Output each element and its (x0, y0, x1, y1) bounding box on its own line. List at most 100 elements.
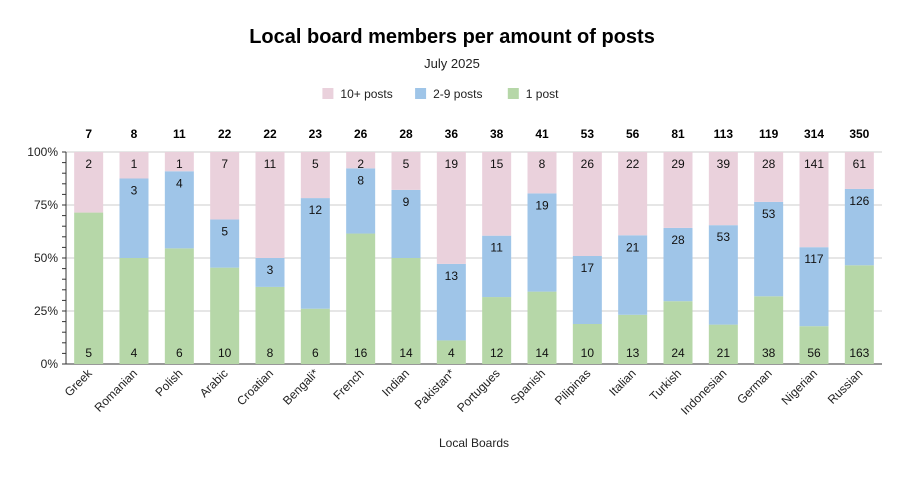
segment-value-label: 53 (717, 230, 731, 244)
bar-segment (300, 308, 330, 364)
segment-value-label: 11 (264, 157, 277, 171)
bar-segment (799, 152, 829, 248)
bar-segment (391, 189, 421, 258)
bar-segment (572, 256, 602, 324)
bar-segment (164, 152, 194, 172)
bar-segment (482, 152, 512, 236)
bar-segment (391, 152, 421, 190)
bar-segment (436, 263, 466, 341)
segment-value-label: 3 (131, 184, 138, 198)
segment-value-label: 2 (85, 157, 92, 171)
legend-swatch (415, 88, 427, 99)
bar-segment (300, 198, 330, 309)
bar-segment (527, 291, 557, 364)
total-label: 119 (759, 127, 779, 141)
segment-value-label: 163 (849, 346, 869, 360)
bar-segment (119, 178, 149, 258)
legend-swatch (322, 88, 334, 99)
segment-value-label: 2 (357, 157, 364, 171)
total-label: 41 (535, 127, 549, 141)
bar-segment (119, 258, 149, 364)
legend-label: 10+ posts (340, 87, 392, 101)
total-label: 26 (354, 127, 368, 141)
category-label: Indonesian (678, 366, 729, 417)
total-label: 36 (445, 127, 459, 141)
segment-value-label: 17 (581, 261, 595, 275)
segment-value-label: 5 (312, 157, 319, 171)
segment-value-label: 1 (131, 157, 138, 171)
segment-value-label: 29 (671, 157, 685, 171)
bar-segment (119, 152, 149, 179)
bar-segment (572, 324, 602, 364)
bar-segment (346, 152, 376, 169)
segment-value-label: 21 (717, 346, 731, 360)
total-label: 53 (581, 127, 595, 141)
total-label: 28 (399, 127, 413, 141)
category-label: Croatian (234, 366, 276, 408)
category-label: Pilipinas (552, 366, 594, 408)
segment-value-label: 7 (221, 157, 228, 171)
category-label: Spanish (508, 366, 549, 407)
bar-segment (391, 258, 421, 364)
segment-value-label: 9 (403, 195, 410, 209)
bar-segment (618, 152, 648, 236)
segment-value-label: 19 (535, 198, 549, 212)
bar-segment (799, 247, 829, 327)
bar-segment (663, 227, 693, 302)
segment-value-label: 19 (445, 157, 459, 171)
category-label: Romanian (92, 366, 141, 415)
y-tick-label: 0% (41, 357, 59, 371)
segment-value-label: 56 (807, 346, 821, 360)
segment-value-label: 5 (85, 346, 92, 360)
segment-value-label: 4 (176, 176, 183, 190)
x-axis-title: Local Boards (439, 436, 509, 450)
bar-segment (754, 152, 784, 202)
category-label: Greek (62, 366, 96, 400)
legend: 10+ posts 2-9 posts 1 post (322, 87, 559, 101)
total-label: 8 (131, 127, 138, 141)
bar-segment (74, 212, 104, 364)
segment-value-label: 61 (853, 157, 867, 171)
legend-label: 1 post (526, 87, 559, 101)
bar-segment (255, 258, 285, 287)
bar-segment (210, 152, 240, 220)
bar-segment (618, 235, 648, 315)
segment-value-label: 39 (717, 157, 731, 171)
segment-value-label: 141 (804, 157, 824, 171)
segment-value-label: 10 (218, 346, 232, 360)
bar-segment (754, 201, 784, 297)
segment-value-label: 4 (131, 346, 138, 360)
segment-value-label: 6 (312, 346, 319, 360)
bar-segment (618, 314, 648, 364)
total-label: 350 (849, 127, 869, 141)
segment-value-label: 4 (448, 346, 455, 360)
category-label: Indian (379, 366, 412, 399)
chart-subtitle: July 2025 (424, 56, 480, 71)
total-label: 56 (626, 127, 640, 141)
total-label: 7 (85, 127, 92, 141)
bars: 5274318641111057228311226125231682261495… (74, 127, 874, 364)
total-label: 38 (490, 127, 504, 141)
category-label: Turkish (647, 366, 684, 403)
segment-value-label: 14 (399, 346, 413, 360)
bar-segment (663, 152, 693, 228)
bar-segment (210, 219, 240, 268)
bar-segment (164, 171, 194, 249)
segment-value-label: 38 (762, 346, 776, 360)
bar-segment (708, 152, 738, 226)
bar-segment (663, 301, 693, 364)
chart-title: Local board members per amount of posts (249, 26, 655, 48)
segment-value-label: 11 (490, 241, 503, 255)
bar-segment (164, 248, 194, 364)
total-label: 23 (309, 127, 323, 141)
category-label: Polish (152, 366, 185, 399)
bar-segment (436, 152, 466, 264)
segment-value-label: 28 (762, 157, 776, 171)
category-label: Arabic (197, 366, 231, 400)
segment-value-label: 3 (267, 263, 274, 277)
segment-value-label: 26 (581, 157, 595, 171)
category-label: German (734, 366, 775, 407)
segment-value-label: 8 (539, 157, 546, 171)
segment-value-label: 28 (671, 233, 685, 247)
